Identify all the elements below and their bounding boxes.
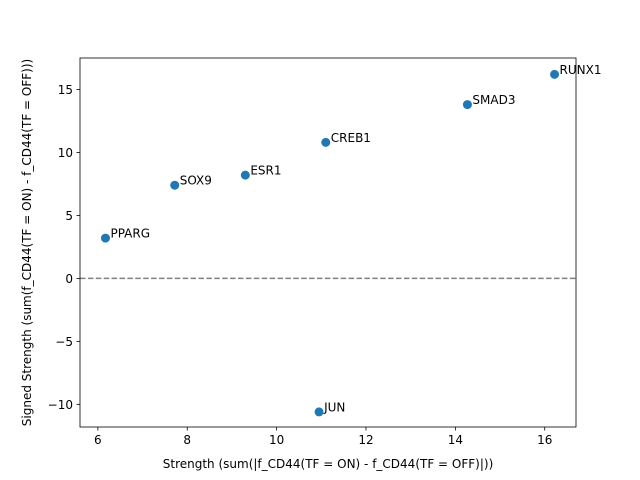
point-label: RUNX1 bbox=[560, 63, 602, 77]
point-label: JUN bbox=[323, 400, 345, 414]
point-label: SMAD3 bbox=[472, 93, 515, 107]
x-tick-label: 14 bbox=[448, 433, 463, 447]
x-tick-label: 8 bbox=[183, 433, 191, 447]
axes-frame bbox=[79, 57, 577, 428]
point-label: ESR1 bbox=[250, 164, 281, 178]
plot-area bbox=[79, 57, 577, 428]
x-tick-label: 10 bbox=[269, 433, 284, 447]
y-tick-label: 5 bbox=[65, 209, 73, 223]
y-axis-label: Signed Strength (sum(f_CD44(TF = ON) - f… bbox=[20, 59, 34, 426]
x-axis: 6 8 10 12 14 16 bbox=[94, 427, 552, 447]
data-point bbox=[240, 170, 250, 180]
x-tick-label: 12 bbox=[358, 433, 373, 447]
y-axis: −10 −5 0 5 10 15 bbox=[48, 83, 80, 412]
data-point bbox=[314, 407, 324, 417]
data-point bbox=[170, 180, 180, 190]
y-tick-label: 0 bbox=[65, 272, 73, 286]
y-tick-label: 10 bbox=[58, 146, 73, 160]
point-label: CREB1 bbox=[331, 131, 371, 145]
point-label: PPARG bbox=[110, 227, 150, 241]
y-tick-label: −5 bbox=[55, 335, 73, 349]
data-points: PPARG SOX9 ESR1 JUN CREB1 SMAD3 RUNX1 bbox=[100, 63, 602, 417]
data-point bbox=[550, 69, 560, 79]
data-point bbox=[100, 233, 110, 243]
x-tick-label: 6 bbox=[94, 433, 102, 447]
y-tick-label: 15 bbox=[58, 83, 73, 97]
y-tick-label: −10 bbox=[48, 398, 73, 412]
data-point bbox=[462, 100, 472, 110]
x-tick-label: 16 bbox=[537, 433, 552, 447]
point-label: SOX9 bbox=[180, 174, 212, 188]
data-point bbox=[321, 137, 331, 147]
x-axis-label: Strength (sum(|f_CD44(TF = ON) - f_CD44(… bbox=[163, 457, 494, 471]
